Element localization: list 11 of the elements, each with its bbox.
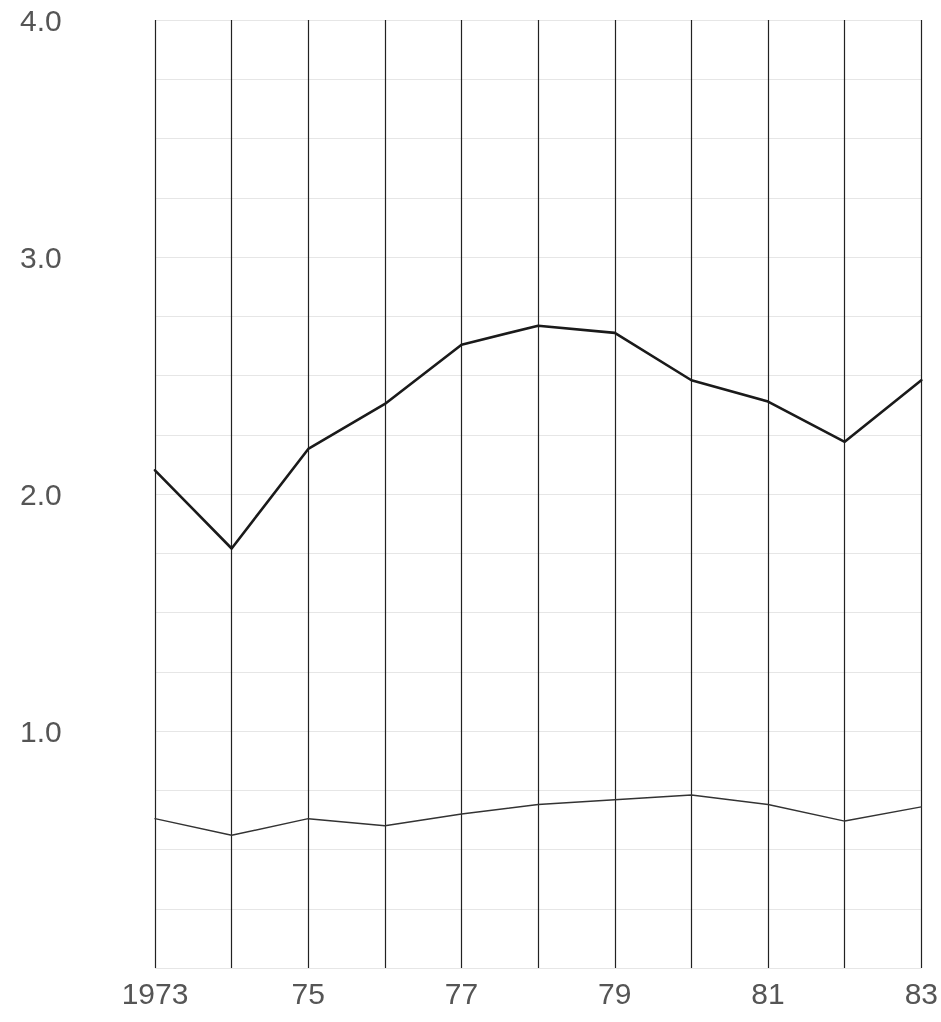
x-tick-label: 81 [751,976,785,1010]
line-series [154,794,923,836]
x-tick-label: 1973 [121,976,189,1010]
y-tick-label: 1.0 [20,714,62,748]
x-tick-label: 79 [598,976,632,1010]
y-tick-label: 2.0 [20,477,62,511]
x-tick-label: 75 [291,976,325,1010]
y-tick-label: 4.0 [20,3,62,37]
x-tick-label: 83 [904,976,938,1010]
y-tick-label: 3.0 [20,240,62,274]
x-tick-label: 77 [444,976,479,1010]
